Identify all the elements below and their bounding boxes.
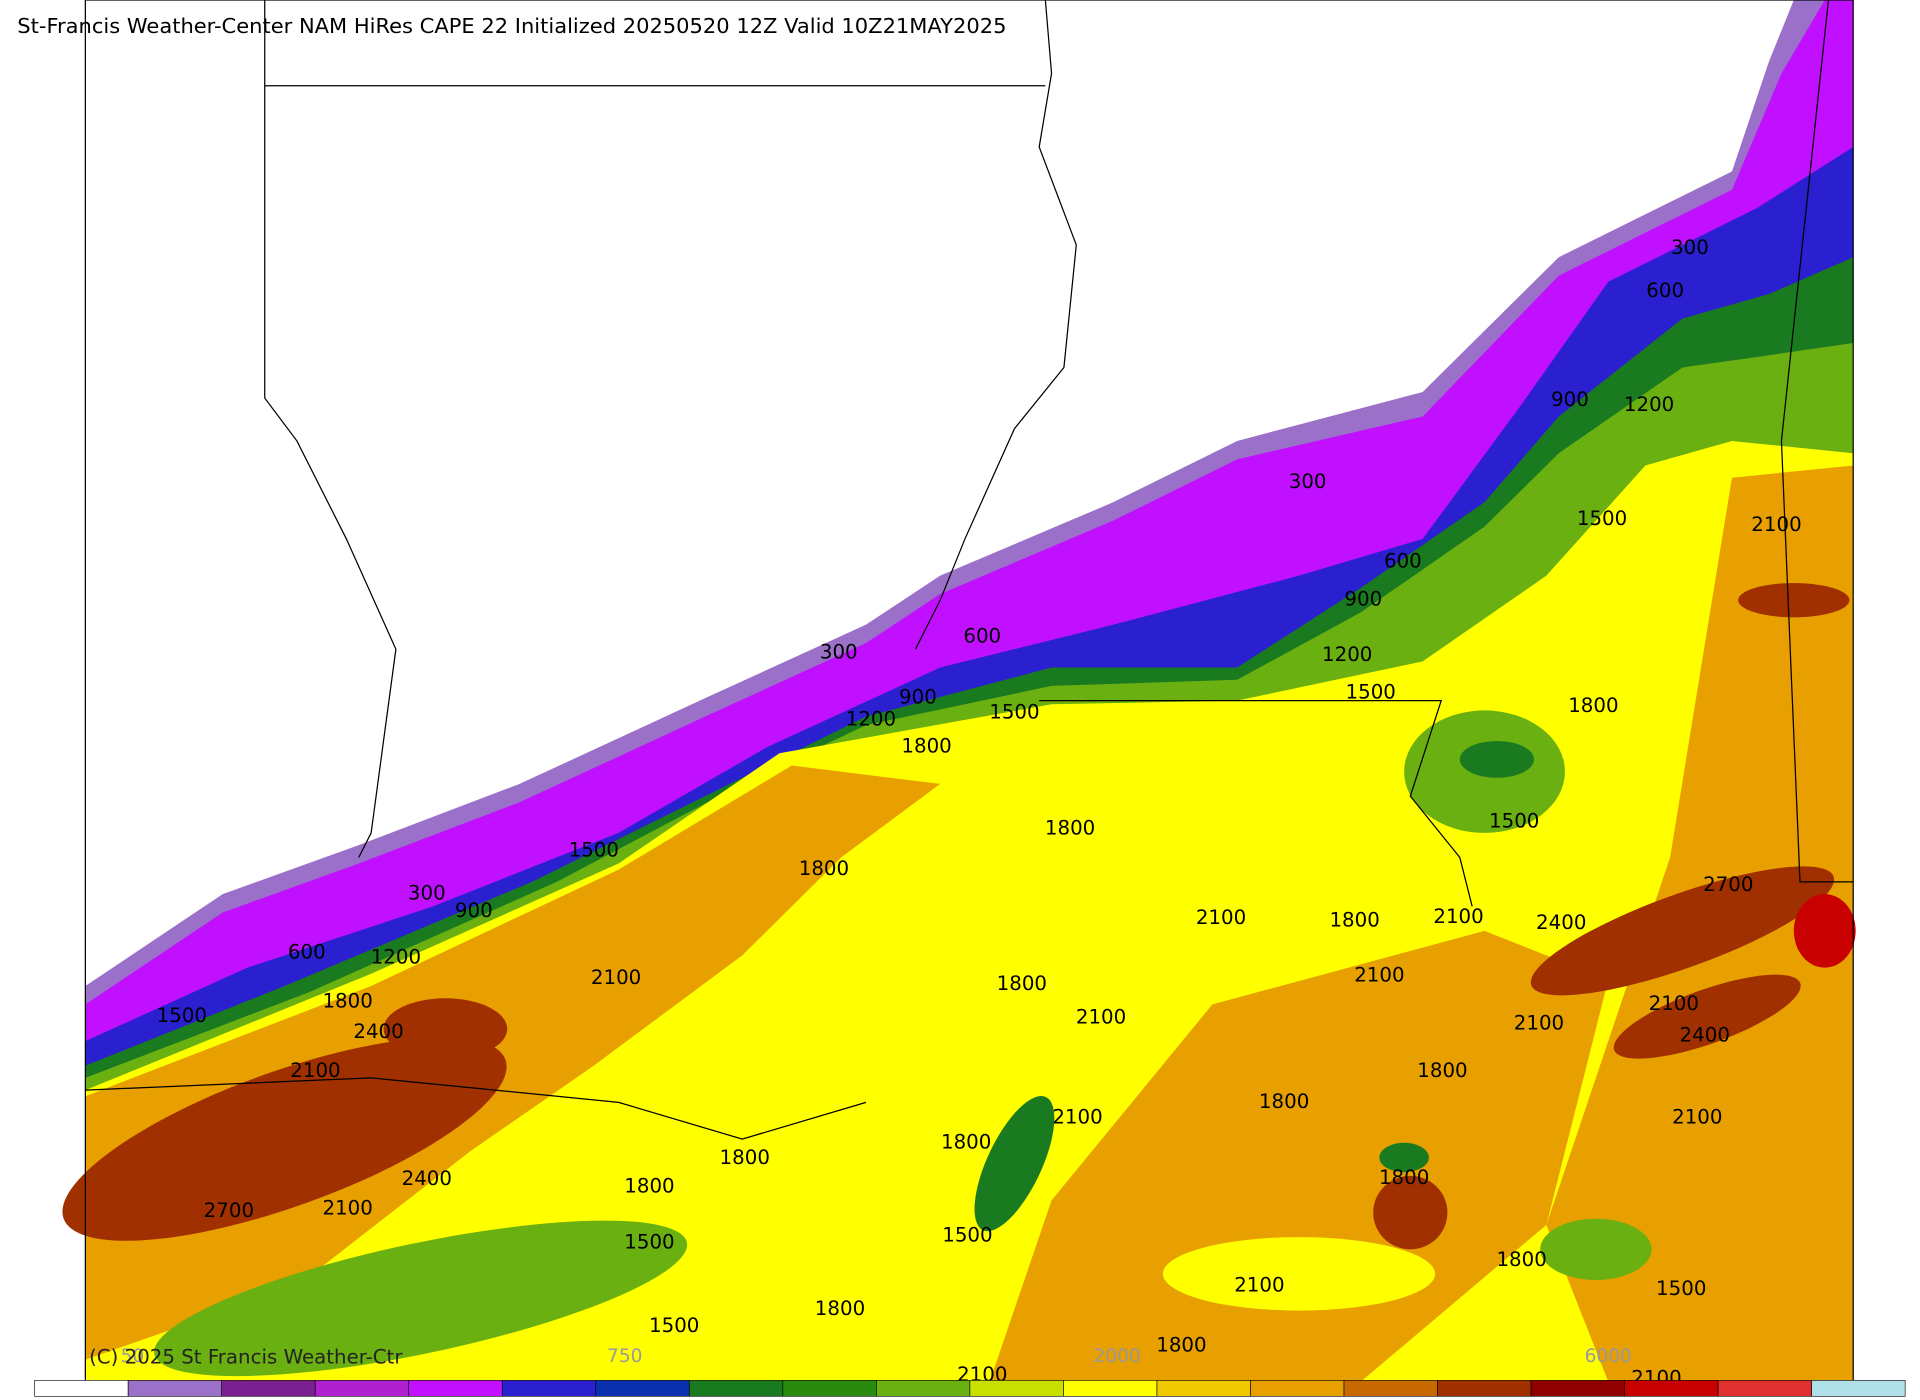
contour-label: 1800 xyxy=(1156,1334,1206,1357)
contour-label: 1800 xyxy=(1496,1248,1546,1271)
contour-label: 900 xyxy=(899,686,937,709)
colorbar-swatch xyxy=(1343,1380,1438,1397)
contour-label: 2100 xyxy=(1052,1106,1102,1129)
colorbar-swatch xyxy=(408,1380,503,1397)
colorbar-swatch xyxy=(1156,1380,1251,1397)
contour-label: 1800 xyxy=(815,1297,865,1320)
contour-label: 2100 xyxy=(1196,906,1246,929)
colorbar-swatch xyxy=(876,1380,971,1397)
contour-label: 2100 xyxy=(591,966,641,989)
state-borders xyxy=(85,0,1854,1140)
map-title: St-Francis Weather-Center NAM HiRes CAPE… xyxy=(17,14,1006,38)
contour-label: 2100 xyxy=(1076,1005,1126,1028)
contour-label: 2700 xyxy=(204,1199,254,1222)
contour-label: 2700 xyxy=(1703,873,1753,896)
cape-field xyxy=(62,0,1856,1382)
contour-label: 1500 xyxy=(1346,681,1396,704)
contour-label: 2100 xyxy=(1751,513,1801,536)
contour-label: 1200 xyxy=(846,708,896,731)
contour-label: 1500 xyxy=(624,1231,674,1254)
contour-label: 2400 xyxy=(353,1020,403,1043)
contour-label: 1500 xyxy=(1577,507,1627,530)
contour-label: 300 xyxy=(1289,470,1327,493)
contour-label: 1200 xyxy=(371,945,421,968)
colorbar-swatch xyxy=(1717,1380,1812,1397)
contour-label: 1500 xyxy=(989,700,1039,723)
contour-label: 1500 xyxy=(1656,1277,1706,1300)
colorbar-swatch xyxy=(1063,1380,1158,1397)
contour-label: 2400 xyxy=(1536,911,1586,934)
contour-label: 600 xyxy=(1384,550,1422,573)
contour-label: 2400 xyxy=(1680,1024,1730,1047)
contour-label: 1800 xyxy=(941,1130,991,1153)
contour-label: 2400 xyxy=(402,1167,452,1190)
colorbar-swatch xyxy=(1624,1380,1719,1397)
contour-label: 1500 xyxy=(649,1314,699,1337)
colorbar-swatch xyxy=(501,1380,597,1397)
copyright: (C) 2025 St Francis Weather-Ctr xyxy=(89,1345,403,1368)
contour-label: 2100 xyxy=(290,1059,340,1082)
contour-label: 1200 xyxy=(1624,393,1674,416)
contour-label: 1500 xyxy=(569,839,619,862)
colorbar: 50 750 2000 6000 xyxy=(34,1346,1906,1397)
contour-label: 2100 xyxy=(322,1196,372,1219)
contour-label: 600 xyxy=(963,624,1001,647)
contour-label: 1200 xyxy=(1322,643,1372,666)
contour-label: 1800 xyxy=(720,1146,770,1169)
contour-label: 2100 xyxy=(1433,905,1483,928)
contour-label: 1800 xyxy=(901,735,951,758)
contour-label: 1500 xyxy=(942,1223,992,1246)
contour-label: 1800 xyxy=(1329,909,1379,932)
colorbar-swatch xyxy=(314,1380,410,1397)
colorbar-swatch xyxy=(1811,1380,1906,1397)
contour-label: 900 xyxy=(1551,388,1589,411)
colorbar-swatch xyxy=(969,1380,1064,1397)
contour-label: 1800 xyxy=(1568,694,1618,717)
contour-label: 1800 xyxy=(322,989,372,1012)
contour-label: 1800 xyxy=(1259,1090,1309,1113)
contour-label: 1800 xyxy=(997,972,1047,995)
contour-label: 300 xyxy=(820,640,858,663)
contour-label: 2100 xyxy=(1672,1106,1722,1129)
contour-label: 1500 xyxy=(157,1004,207,1027)
colorbar-swatch xyxy=(1437,1380,1532,1397)
colorbar-swatch xyxy=(782,1380,877,1397)
contour-label: 1500 xyxy=(1489,809,1539,832)
contour-label: 900 xyxy=(1344,588,1382,611)
colorbar-label: 750 xyxy=(607,1346,642,1367)
contour-label: 1800 xyxy=(1045,817,1095,840)
contour-label: 2100 xyxy=(1514,1012,1564,1035)
contour-label: 1800 xyxy=(624,1174,674,1197)
colorbar-swatch xyxy=(1530,1380,1625,1397)
contour-label: 2100 xyxy=(1354,964,1404,987)
contour-label: 1800 xyxy=(799,857,849,880)
contour-label: 2100 xyxy=(1649,992,1699,1015)
contour-label: 2100 xyxy=(1234,1274,1284,1297)
contour-label: 1800 xyxy=(1417,1059,1467,1082)
colorbar-swatch xyxy=(1250,1380,1345,1397)
contour-label: 300 xyxy=(408,882,446,905)
colorbar-swatch xyxy=(595,1380,690,1397)
colorbar-swatch xyxy=(127,1380,222,1397)
contour-label: 1800 xyxy=(1379,1166,1429,1189)
colorbar-label: 50 xyxy=(121,1346,145,1367)
contour-label: 600 xyxy=(1646,279,1684,302)
contour-label: 900 xyxy=(455,899,493,922)
contour-label: 600 xyxy=(288,940,326,963)
contour-label: 300 xyxy=(1671,236,1709,259)
colorbar-label: 6000 xyxy=(1585,1346,1632,1367)
colorbar-swatch xyxy=(34,1380,129,1397)
colorbar-swatch xyxy=(689,1380,784,1397)
colorbar-label: 2000 xyxy=(1094,1346,1141,1367)
colorbar-swatch xyxy=(221,1380,316,1397)
